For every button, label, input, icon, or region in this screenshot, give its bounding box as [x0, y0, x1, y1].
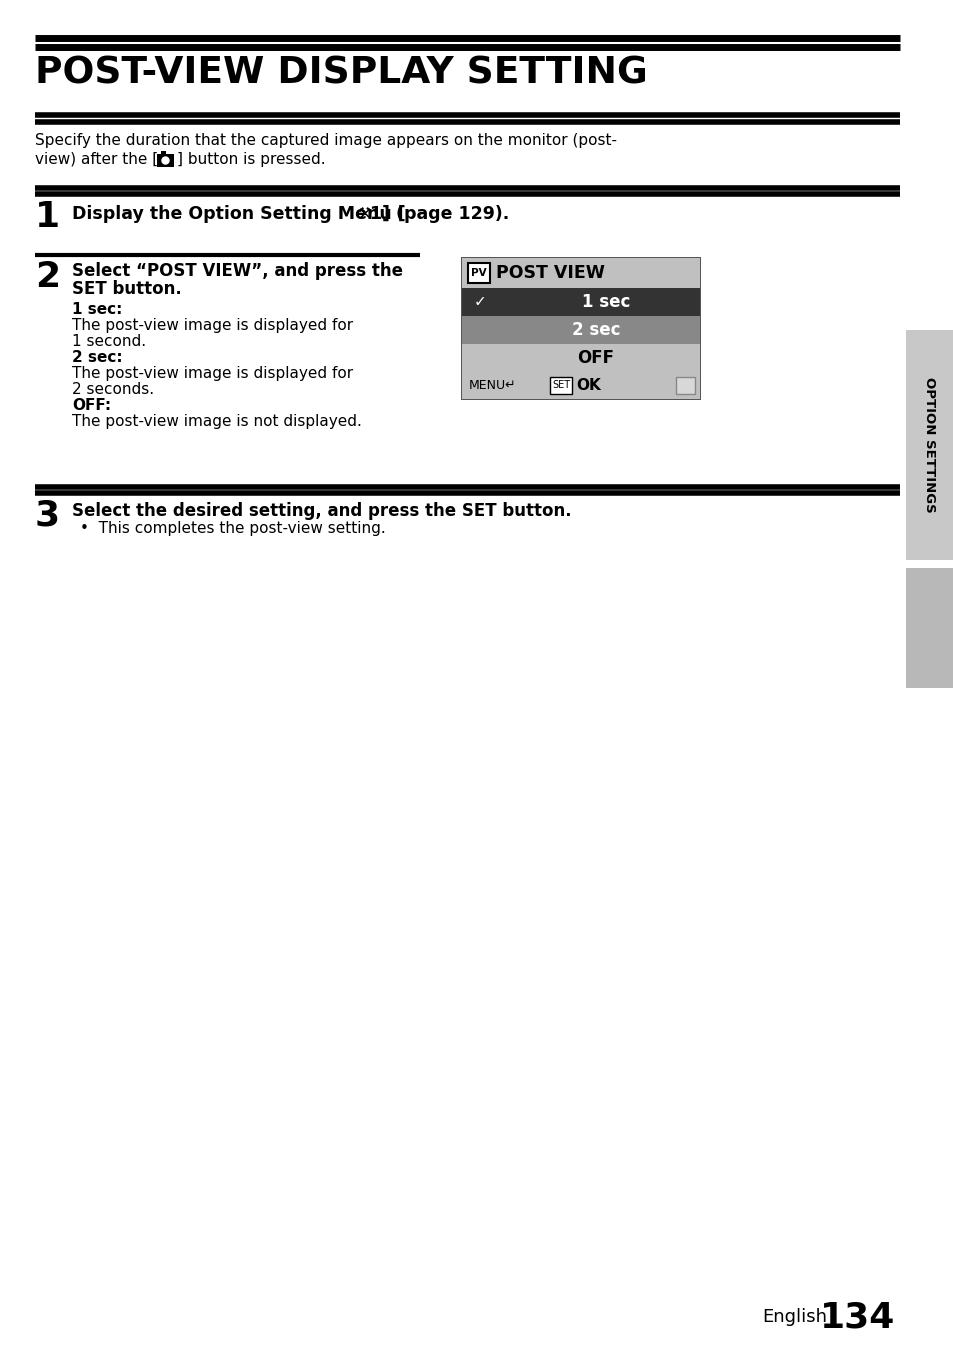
Bar: [461, 344, 700, 373]
Text: 2 seconds.: 2 seconds.: [71, 382, 154, 397]
Text: The post-view image is displayed for: The post-view image is displayed for: [71, 366, 353, 381]
Bar: [468, 264, 490, 282]
Text: POST VIEW: POST VIEW: [496, 264, 604, 282]
Text: 1] (page 129).: 1] (page 129).: [370, 204, 509, 223]
Text: OFF: OFF: [577, 348, 614, 367]
Text: The post-view image is displayed for: The post-view image is displayed for: [71, 317, 353, 334]
Bar: [157, 153, 173, 167]
Circle shape: [162, 157, 169, 164]
Text: 2 sec: 2 sec: [571, 321, 619, 339]
Bar: [461, 288, 700, 316]
Bar: [550, 377, 572, 394]
Text: Select “POST VIEW”, and press the: Select “POST VIEW”, and press the: [71, 262, 402, 280]
Text: POST-VIEW DISPLAY SETTING: POST-VIEW DISPLAY SETTING: [35, 55, 647, 91]
Bar: [461, 316, 700, 344]
Text: Select the desired setting, and press the SET button.: Select the desired setting, and press th…: [71, 502, 571, 521]
Text: 1: 1: [35, 200, 60, 234]
Text: ⚒: ⚒: [356, 206, 370, 221]
Text: 134: 134: [820, 1301, 895, 1334]
Bar: [461, 258, 700, 399]
Text: OFF:: OFF:: [71, 398, 111, 413]
Text: view) after the [: view) after the [: [35, 152, 158, 167]
Bar: [461, 373, 700, 399]
Text: 1 second.: 1 second.: [71, 334, 146, 348]
Bar: [461, 258, 700, 288]
Bar: [905, 330, 953, 560]
Text: English: English: [761, 1307, 826, 1326]
Text: SET: SET: [552, 381, 570, 390]
Text: SET button.: SET button.: [71, 280, 182, 299]
Text: •  This completes the post-view setting.: • This completes the post-view setting.: [80, 521, 385, 537]
Bar: [161, 151, 166, 155]
Text: Specify the duration that the captured image appears on the monitor (post-: Specify the duration that the captured i…: [35, 133, 617, 148]
Text: 1 sec: 1 sec: [581, 293, 630, 311]
Text: MENU↵: MENU↵: [469, 379, 517, 391]
Text: OK: OK: [576, 378, 600, 393]
Bar: [676, 377, 695, 394]
Text: OPTION SETTINGS: OPTION SETTINGS: [923, 377, 936, 512]
Text: ] button is pressed.: ] button is pressed.: [177, 152, 325, 167]
Text: PV: PV: [471, 268, 486, 278]
Text: ✓: ✓: [473, 295, 486, 309]
Text: 2 sec:: 2 sec:: [71, 350, 123, 364]
Text: The post-view image is not displayed.: The post-view image is not displayed.: [71, 414, 361, 429]
Text: 3: 3: [35, 499, 60, 533]
Text: Display the Option Setting Menu [: Display the Option Setting Menu [: [71, 204, 405, 223]
Bar: [460, 257, 700, 399]
Bar: [905, 568, 953, 689]
Text: 1 sec:: 1 sec:: [71, 303, 122, 317]
Text: 2: 2: [35, 260, 60, 295]
